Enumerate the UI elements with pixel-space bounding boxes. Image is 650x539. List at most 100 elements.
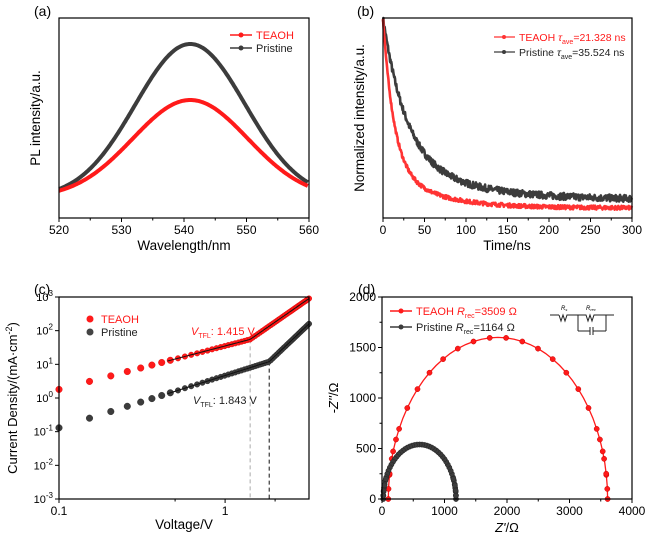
data-point-teaoh [414, 386, 421, 392]
circuit-label-rrec: Rrec [586, 306, 596, 312]
plot-area-c [55, 295, 313, 499]
y-tick-label-c: 102 [36, 323, 53, 338]
data-point-teaoh [85, 377, 93, 385]
x-axis-label-a: Wavelength/nm [137, 238, 230, 253]
legend-label-pristine-d: Pristine Rrec=1164 Ω [416, 322, 515, 336]
series-line-teaoh [381, 18, 634, 211]
data-point-teaoh [503, 335, 509, 341]
x-tick-label-c: 0.1 [51, 504, 68, 518]
x-tick-label-b: 150 [497, 223, 517, 237]
y-tick-label-d: 1000 [349, 391, 376, 405]
resistor-rs-icon [558, 313, 569, 323]
legend-label-pristine-a: Pristine [256, 43, 293, 55]
panel-label-c: (c) [34, 281, 50, 297]
x-axis-label-b: Time/ns [483, 238, 531, 253]
data-point-teaoh [585, 405, 592, 411]
y-axis-label-a: PL intensity/a.u. [28, 70, 43, 166]
y-tick-label-c: 10-2 [34, 457, 54, 472]
fit-line-teaoh [387, 336, 609, 500]
panel-b: (b) 0 50 100 150 200 250 300 Time/ns Normalize… [352, 3, 642, 253]
x-axis-label-d: Z'/Ω [494, 520, 519, 535]
x-tick-label-d: 1000 [431, 504, 458, 518]
legend-marker-teaoh-b [502, 35, 506, 39]
data-point-teaoh [549, 356, 556, 362]
x-tick-label-b: 0 [380, 223, 387, 237]
data-point-pristine [123, 402, 131, 410]
data-point-teaoh [593, 426, 600, 432]
data-point-teaoh [454, 345, 461, 352]
data-point-pristine [137, 398, 145, 406]
circuit-label-rs: Rs [561, 306, 567, 312]
data-point-pristine [85, 414, 93, 422]
x-tick-label-d: 3000 [556, 504, 583, 518]
legend-c: TEAOH Pristine [86, 314, 139, 339]
legend-label-pristine-b: Pristine τave=35.524 ns [519, 47, 624, 61]
x-ticks-b: 0 50 100 150 200 250 300 [380, 218, 642, 237]
data-point-pristine [382, 476, 389, 482]
y-tick-label-d: 500 [356, 442, 376, 456]
y-tick-label-c: 10-1 [34, 424, 54, 439]
data-point-teaoh [603, 470, 610, 477]
data-point-pristine [148, 395, 156, 403]
x-tick-label-a: 540 [174, 223, 194, 237]
y-tick-label-d: 0 [369, 492, 376, 506]
y-tick-label-c: 100 [36, 390, 53, 405]
data-point-teaoh [426, 369, 433, 376]
vtfl-annotation-teaoh: VTFL: 1.415 V [191, 326, 255, 340]
vtfl-annotation-pristine: VTFL: 1.843 V [193, 395, 257, 409]
data-point-teaoh [470, 338, 477, 345]
y-axis-label-c: Current Density/(mA·cm-2) [4, 322, 20, 474]
legend-label-teaoh-a: TEAOH [256, 30, 294, 42]
data-point-teaoh [597, 436, 603, 443]
data-point-teaoh [601, 455, 607, 462]
legend-b: TEAOH τave=21.328 ns Pristine τave=35.52… [494, 32, 626, 61]
x-tick-label-b: 100 [456, 223, 476, 237]
data-point-teaoh [535, 345, 541, 352]
x-tick-label-d: 0 [379, 504, 386, 518]
legend-a: TEAOH Pristine [230, 30, 294, 55]
data-point-teaoh [404, 405, 411, 411]
data-point-teaoh [599, 448, 606, 455]
data-point-teaoh [390, 448, 396, 455]
data-point-teaoh [440, 356, 446, 362]
data-point-pristine [158, 392, 166, 400]
data-point-teaoh [137, 364, 145, 372]
data-point-pristine [452, 487, 459, 494]
y-tick-label-c: 103 [36, 289, 53, 304]
x-tick-label-a: 530 [111, 223, 131, 237]
data-point-pristine [107, 408, 115, 416]
resistor-rrec-icon [578, 313, 606, 323]
panel-a: (a) 520 530 540 550 560 Wavelength/nm PL int… [28, 3, 319, 253]
legend-marker-teaoh-d [398, 308, 404, 314]
legend-label-pristine-c: Pristine [101, 327, 138, 339]
x-tick-label-b: 250 [580, 223, 600, 237]
panel-label-b: (b) [357, 3, 374, 19]
data-point-teaoh [575, 386, 582, 392]
x-tick-label-b: 300 [622, 223, 642, 237]
data-point-teaoh [123, 368, 131, 376]
legend-marker-pristine-d [398, 324, 404, 330]
panel-label-d: (d) [358, 281, 375, 297]
fit-line-teaoh [167, 298, 309, 362]
y-tick-label-c: 10-3 [34, 491, 54, 506]
data-point-teaoh [486, 335, 493, 341]
data-point-teaoh [604, 486, 611, 492]
y-axis-label-b: Normalized intensity/a.u. [352, 44, 367, 192]
data-point-teaoh [563, 369, 570, 376]
data-point-teaoh [158, 359, 166, 367]
x-tick-label-b: 50 [418, 223, 432, 237]
ticks-c: 0.1 1 103 102 101 100 10-1 10-2 10-3 [34, 289, 276, 518]
y-tick-label-d: 1500 [349, 341, 376, 355]
data-point-teaoh [148, 361, 156, 369]
data-point-pristine [452, 482, 458, 489]
series-line-teaoh [58, 98, 309, 193]
data-point-teaoh [519, 338, 526, 345]
series-line-pristine [381, 16, 634, 203]
plot-area-a [58, 42, 309, 193]
x-tick-label-d: 2000 [494, 504, 521, 518]
panel-d: (d) 0 1000 2000 3000 4000 0 500 1000 1500 2000 Z'… [326, 281, 646, 535]
panel-label-a: (a) [34, 3, 51, 19]
data-point-pristine [450, 476, 457, 482]
x-ticks-a: 520 530 540 550 560 [49, 218, 319, 237]
data-point-pristine [453, 492, 459, 499]
